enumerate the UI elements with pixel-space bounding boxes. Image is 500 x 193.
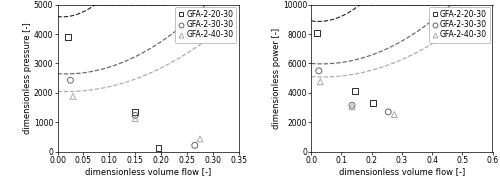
Point — [196, 137, 204, 141]
Point — [315, 69, 323, 72]
Y-axis label: dimensionless power [-]: dimensionless power [-] — [272, 28, 280, 129]
X-axis label: dimensionless volume flow [-]: dimensionless volume flow [-] — [85, 167, 211, 176]
Point — [66, 79, 74, 82]
Point — [190, 144, 198, 147]
Y-axis label: dimensionless pressure [-]: dimensionless pressure [-] — [23, 22, 32, 134]
Point — [316, 80, 324, 83]
Point — [131, 114, 139, 117]
Point — [64, 36, 72, 39]
X-axis label: dimensionless volume flow [-]: dimensionless volume flow [-] — [338, 167, 465, 176]
Point — [384, 110, 392, 113]
Point — [351, 90, 359, 93]
Point — [348, 104, 356, 107]
Point — [314, 32, 322, 35]
Legend: GFA-2-20-30, GFA-2-30-30, GFA-2-40-30: GFA-2-20-30, GFA-2-30-30, GFA-2-40-30 — [428, 7, 490, 42]
Point — [69, 95, 77, 98]
Point — [390, 113, 398, 116]
Point — [348, 105, 356, 108]
Point — [369, 102, 377, 105]
Point — [131, 110, 139, 113]
Point — [131, 117, 139, 120]
Point — [154, 146, 162, 149]
Legend: GFA-2-20-30, GFA-2-30-30, GFA-2-40-30: GFA-2-20-30, GFA-2-30-30, GFA-2-40-30 — [175, 7, 236, 42]
